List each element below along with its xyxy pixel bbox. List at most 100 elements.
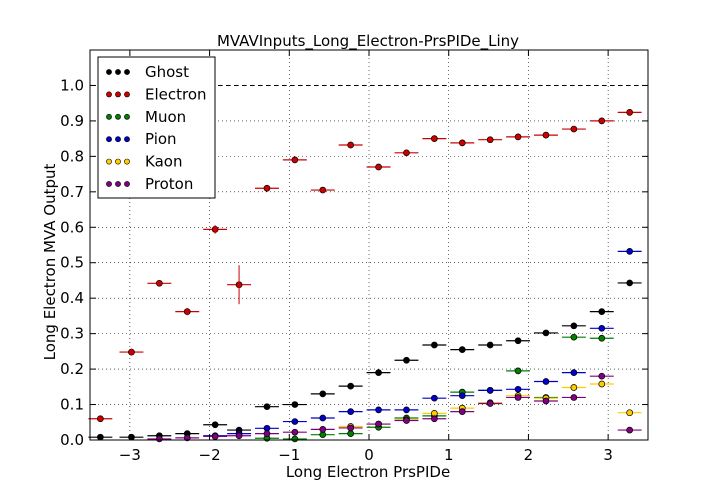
data-point — [128, 433, 135, 441]
data-point — [570, 394, 578, 401]
data-point — [97, 415, 104, 423]
legend-marker — [106, 69, 112, 75]
legend-marker — [106, 181, 112, 187]
y-tick-label: 0.6 — [60, 218, 84, 236]
legend-marker — [124, 158, 130, 165]
legend-item-proton: Proton — [106, 175, 193, 193]
data-point — [375, 406, 382, 414]
legend-label: Proton — [145, 175, 193, 193]
legend-marker — [124, 136, 130, 143]
legend: Ghost Electron Muon Pion Kaon Proton — [97, 56, 216, 199]
legend-item-electron: Electron — [106, 85, 207, 103]
series-electron — [88, 109, 642, 423]
y-tick-label: 0.8 — [60, 147, 84, 165]
legend-marker — [115, 158, 121, 165]
y-tick-label: 0.0 — [60, 431, 84, 449]
data-point — [570, 384, 578, 391]
legend-item-muon: Muon — [106, 108, 186, 126]
data-point — [626, 109, 634, 116]
x-tick-label: 0 — [364, 446, 374, 464]
x-tick-label: −1 — [278, 446, 300, 464]
legend-label: Pion — [145, 130, 177, 148]
axis-ticks: −3 −2 −1 0 1 2 3 0.0 0.1 0.2 0.3 0.4 0.5 0.6 0.7 0.8 0.9… — [60, 50, 648, 464]
legend-marker — [115, 136, 121, 143]
data-point — [403, 149, 410, 157]
data-point — [514, 394, 522, 401]
legend-label: Kaon — [145, 153, 182, 171]
legend-marker — [106, 91, 112, 98]
legend-label: Electron — [145, 85, 207, 103]
legend-marker — [106, 113, 112, 120]
x-tick-label: 3 — [603, 446, 613, 464]
data-point — [458, 346, 466, 353]
data-point — [431, 394, 438, 402]
data-point — [570, 333, 578, 341]
data-point — [347, 430, 355, 437]
data-point — [598, 308, 606, 316]
series-ghost — [88, 279, 642, 441]
data-point — [291, 428, 299, 436]
data-point — [514, 367, 522, 375]
data-point — [431, 415, 438, 423]
data-point — [514, 385, 522, 393]
y-tick-label: 0.5 — [60, 254, 84, 272]
data-point — [375, 163, 382, 171]
data-point — [263, 184, 271, 192]
legend-label: Muon — [145, 108, 186, 126]
data-point — [211, 433, 219, 440]
legend-marker — [115, 113, 121, 120]
data-point — [486, 136, 494, 144]
data-point — [431, 341, 438, 349]
y-tick-label: 0.1 — [60, 396, 84, 414]
data-point — [291, 156, 299, 164]
data-point — [570, 322, 578, 330]
data-point — [375, 420, 382, 428]
x-tick-label: 2 — [524, 446, 534, 464]
data-point — [626, 248, 634, 255]
data-point — [486, 341, 494, 349]
data-point — [570, 125, 578, 133]
data-point — [458, 392, 466, 400]
data-point — [431, 135, 438, 142]
legend-item-pion: Pion — [106, 130, 177, 148]
data-point — [626, 426, 634, 434]
series-muon — [255, 333, 614, 443]
data-point — [403, 406, 410, 414]
data-point — [598, 117, 606, 125]
x-tick-label: −3 — [119, 446, 141, 464]
data-point — [375, 369, 382, 376]
series-pion — [203, 248, 642, 440]
series-markers — [88, 109, 642, 443]
data-point — [347, 424, 355, 432]
data-point — [458, 408, 466, 415]
data-point — [598, 372, 606, 380]
legend-box — [97, 56, 216, 199]
y-tick-label: 0.3 — [60, 325, 84, 343]
data-point — [542, 329, 550, 337]
data-point — [570, 369, 578, 376]
data-point — [347, 141, 355, 149]
data-point — [319, 390, 327, 398]
data-point — [291, 435, 299, 443]
legend-marker — [115, 181, 121, 187]
legend-marker — [106, 158, 112, 165]
legend-marker — [115, 91, 121, 98]
y-tick-label: 0.2 — [60, 360, 84, 378]
x-tick-label: 1 — [444, 446, 454, 464]
data-point — [542, 131, 550, 139]
data-point — [542, 378, 550, 385]
data-point — [263, 430, 271, 437]
x-axis-title: Long Electron PrsPIDe — [286, 463, 450, 481]
legend-marker — [106, 136, 112, 143]
legend-item-ghost: Ghost — [106, 63, 189, 81]
legend-marker — [124, 181, 130, 187]
y-tick-label: 0.9 — [60, 112, 84, 130]
legend-label: Ghost — [145, 63, 189, 81]
data-point — [347, 382, 355, 390]
y-tick-label: 0.7 — [60, 183, 84, 201]
data-point — [598, 324, 606, 332]
data-point — [598, 334, 606, 342]
data-point — [514, 337, 522, 345]
data-point — [156, 435, 163, 443]
